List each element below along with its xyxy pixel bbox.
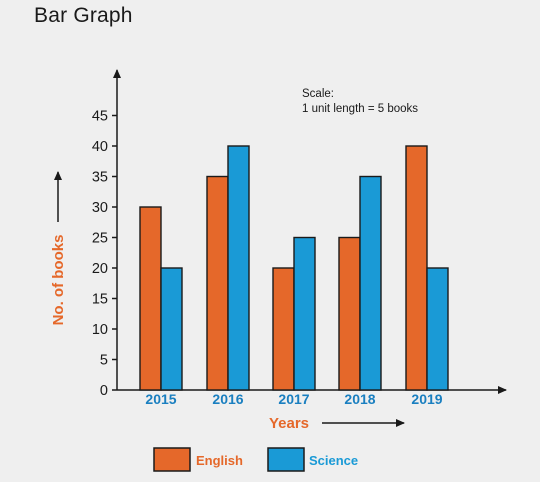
bar-science-2017 — [293, 236, 316, 391]
bar-english-2015 — [139, 206, 162, 391]
page-title: Bar Graph — [34, 4, 133, 27]
bar-science-2019 — [426, 267, 449, 391]
bar-science-2015 — [160, 267, 183, 391]
x-tick-label: 2016 — [212, 391, 243, 407]
y-tick-label: 0 — [100, 383, 108, 399]
y-tick-label: 40 — [92, 139, 108, 155]
y-tick-label: 10 — [92, 322, 108, 338]
x-tick-label: 2017 — [278, 391, 309, 407]
scale-note-line1: Scale: — [302, 88, 334, 100]
x-tick-label: 2018 — [344, 391, 375, 407]
y-tick-label: 45 — [92, 109, 108, 125]
bar-english-2016 — [206, 175, 229, 391]
y-tick-label: 15 — [92, 292, 108, 308]
legend-label-english: English — [196, 453, 243, 468]
legend-swatch-english — [153, 447, 191, 472]
x-axis-label: Years — [269, 415, 309, 432]
x-ticks: 2015 2016 2017 2018 2019 — [145, 391, 442, 407]
legend: English Science — [153, 447, 358, 472]
legend-swatch-science — [267, 447, 305, 472]
bar-english-2019 — [405, 145, 428, 391]
bars — [139, 145, 449, 391]
y-tick-label: 5 — [100, 353, 108, 369]
legend-label-science: Science — [309, 453, 358, 468]
bar-science-2018 — [359, 175, 382, 391]
y-tick-label: 35 — [92, 170, 108, 186]
y-ticks: 0 5 10 15 20 25 30 35 40 45 — [92, 109, 117, 399]
bar-english-2017 — [272, 267, 295, 391]
y-tick-label: 30 — [92, 200, 108, 216]
scale-note-line2: 1 unit length = 5 books — [302, 103, 418, 115]
bar-english-2018 — [338, 236, 361, 391]
y-axis-label: No. of books — [50, 235, 67, 326]
y-tick-label: 20 — [92, 261, 108, 277]
x-tick-label: 2015 — [145, 391, 176, 407]
y-tick-label: 25 — [92, 231, 108, 247]
x-tick-label: 2019 — [411, 391, 442, 407]
bar-science-2016 — [227, 145, 250, 391]
